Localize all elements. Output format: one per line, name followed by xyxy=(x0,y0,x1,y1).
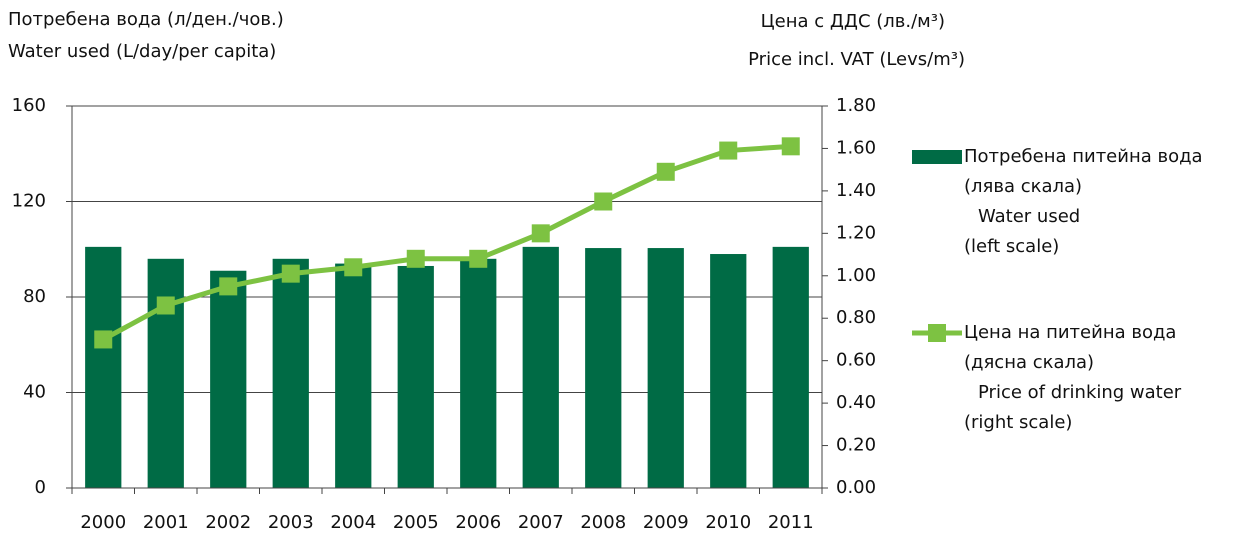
bar xyxy=(772,246,809,488)
y2-tick-label: 0.80 xyxy=(836,307,876,328)
legend-label: (right scale) xyxy=(964,412,1072,433)
legend-label: Water used xyxy=(978,206,1080,227)
x-tick-label: 2007 xyxy=(518,512,564,533)
marker xyxy=(219,277,238,296)
bar xyxy=(647,248,684,488)
legend-swatch xyxy=(912,150,962,164)
bar xyxy=(335,263,372,488)
x-tick-label: 2000 xyxy=(80,512,126,533)
marker xyxy=(719,141,738,160)
marker xyxy=(656,162,675,181)
legend-label: Потребена питейна вода xyxy=(964,146,1203,167)
y2-tick-label: 0.60 xyxy=(836,350,876,371)
legend-label: (дясна скала) xyxy=(964,352,1094,373)
x-tick-label: 2005 xyxy=(393,512,439,533)
x-tick-label: 2008 xyxy=(580,512,626,533)
bar xyxy=(522,246,559,488)
y-tick-label: 80 xyxy=(23,286,46,307)
bar xyxy=(397,265,434,488)
bar xyxy=(147,258,184,488)
x-tick-label: 2001 xyxy=(143,512,189,533)
x-tick-label: 2010 xyxy=(705,512,751,533)
y2-tick-label: 0.40 xyxy=(836,392,876,413)
y2-tick-label: 0.20 xyxy=(836,435,876,456)
y-title: Water used (L/day/per capita) xyxy=(8,41,276,62)
y2-title: Price incl. VAT (Levs/m³) xyxy=(748,49,965,70)
marker xyxy=(406,249,425,268)
marker xyxy=(781,137,800,156)
marker xyxy=(156,296,175,315)
marker xyxy=(594,192,613,211)
x-tick-label: 2003 xyxy=(268,512,314,533)
y2-tick-label: 1.80 xyxy=(836,95,876,116)
bar xyxy=(460,258,497,488)
marker xyxy=(344,258,363,277)
bar xyxy=(272,258,309,488)
x-tick-label: 2009 xyxy=(643,512,689,533)
x-tick-label: 2006 xyxy=(455,512,501,533)
legend-label: Price of drinking water xyxy=(978,382,1182,403)
y-tick-label: 120 xyxy=(12,191,46,212)
y-tick-label: 160 xyxy=(12,95,46,116)
y2-title: Цена с ДДС (лв./м³) xyxy=(761,11,945,32)
y2-tick-label: 1.60 xyxy=(836,137,876,158)
y2-tick-label: 1.00 xyxy=(836,265,876,286)
marker xyxy=(469,249,488,268)
x-tick-label: 2002 xyxy=(205,512,251,533)
y-title: Потребена вода (л/ден./чов.) xyxy=(8,9,284,30)
bar xyxy=(585,248,622,488)
y-tick-label: 0 xyxy=(35,477,46,498)
marker xyxy=(281,264,300,283)
y2-tick-label: 1.20 xyxy=(836,222,876,243)
x-tick-label: 2011 xyxy=(768,512,814,533)
bar xyxy=(210,270,247,488)
line xyxy=(102,143,791,342)
y2-tick-label: 0.00 xyxy=(836,477,876,498)
legend-label: (left scale) xyxy=(964,236,1059,257)
y2-tick-label: 1.40 xyxy=(836,180,876,201)
bar xyxy=(710,254,747,488)
x-tick-label: 2004 xyxy=(330,512,376,533)
legend-swatch xyxy=(928,324,946,342)
bar xyxy=(85,246,122,488)
legend-label: Цена на питейна вода xyxy=(964,322,1176,343)
marker xyxy=(531,224,550,243)
y-tick-label: 40 xyxy=(23,382,46,403)
marker xyxy=(94,330,113,349)
legend-label: (лява скала) xyxy=(964,176,1082,197)
